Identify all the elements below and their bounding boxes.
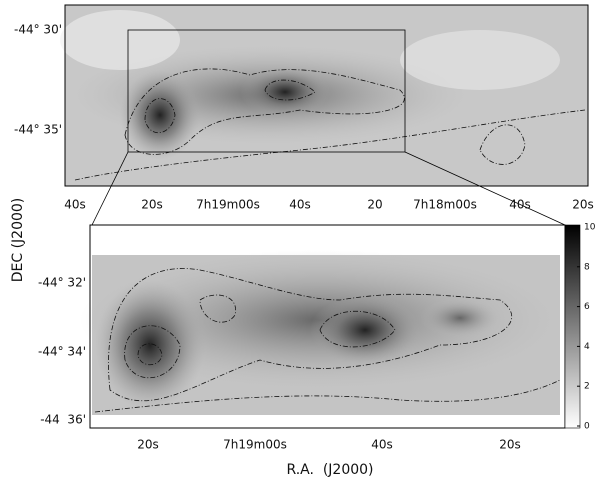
y-axis-label: DEC (J2000) bbox=[10, 198, 26, 283]
colorbar-tick-label: 2 bbox=[584, 382, 590, 392]
y-tick-label: -44° 30' bbox=[14, 23, 62, 37]
x-tick-label: 7h19m00s bbox=[223, 438, 287, 452]
x-tick-label: 20s bbox=[572, 198, 594, 212]
x-tick-label: 40s bbox=[509, 198, 531, 212]
colorbar-tick-label: 4 bbox=[584, 342, 590, 352]
x-tick-label: 7h18m00s bbox=[413, 198, 477, 212]
x-tick-label: 20s bbox=[499, 438, 521, 452]
x-tick-label: 20s bbox=[137, 438, 159, 452]
colorbar-tick-label: 10 bbox=[584, 223, 596, 233]
x-tick-label: 40s bbox=[371, 438, 393, 452]
colorbar-tick-label: 8 bbox=[584, 262, 590, 272]
y-tick-label: -44 36' bbox=[40, 413, 86, 427]
x-tick-label: 20s bbox=[141, 198, 163, 212]
y-tick-label: -44° 35' bbox=[14, 123, 62, 137]
x-tick-label: 7h19m00s bbox=[196, 198, 260, 212]
x-tick-label: 20 bbox=[367, 198, 382, 212]
top-image bbox=[60, 4, 589, 226]
y-tick-label: -44° 34' bbox=[38, 345, 86, 359]
colorbar-tick-label: 0 bbox=[584, 422, 590, 432]
x-tick-label: 40s bbox=[289, 198, 311, 212]
bottom-image bbox=[80, 224, 581, 429]
colorbar-tick-label: 6 bbox=[584, 302, 590, 312]
x-tick-label: 40s bbox=[64, 198, 86, 212]
x-axis-label: R.A. (J2000) bbox=[286, 462, 373, 478]
y-tick-label: -44° 32' bbox=[38, 276, 86, 290]
